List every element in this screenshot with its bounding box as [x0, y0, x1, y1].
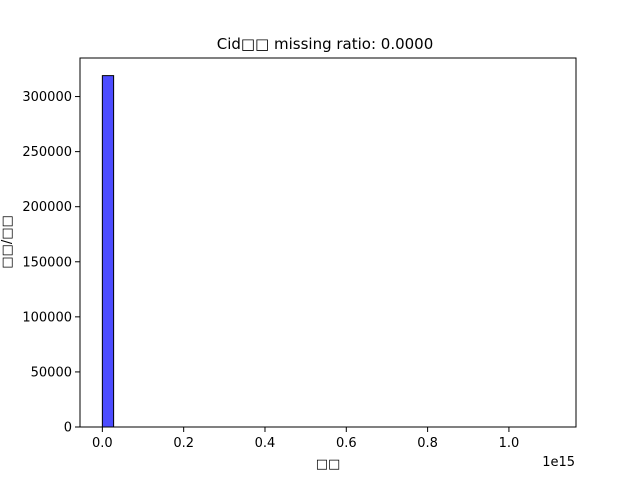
histogram-bar-0 — [101, 75, 115, 428]
x-axis-label: □□ — [316, 457, 341, 472]
x-tick-label: 0.2 — [173, 436, 194, 451]
x-tick-label: 0.0 — [92, 436, 113, 451]
y-tick-label: 200000 — [22, 200, 72, 215]
y-tick-label: 100000 — [22, 310, 72, 325]
plot-frame — [79, 57, 577, 428]
x-tick-label: 0.6 — [336, 436, 357, 451]
x-tick-label: 1.0 — [499, 436, 520, 451]
y-tick-label: 300000 — [22, 90, 72, 105]
y-axis-label: □□/□□ — [0, 215, 15, 269]
y-tick-label: 250000 — [22, 145, 72, 160]
y-tick-label: 150000 — [22, 255, 72, 270]
x-axis-offset-label: 1e15 — [542, 455, 575, 470]
x-tick-label: 0.4 — [255, 436, 276, 451]
y-tick-label: 0 — [64, 421, 72, 436]
x-axis-ticks: 0.0 0.2 0.4 0.6 0.8 1.0 — [92, 427, 519, 451]
y-axis-ticks: 0 50000 100000 150000 200000 250000 300000 — [22, 90, 80, 436]
y-tick-label: 50000 — [31, 365, 72, 380]
chart-title: Cid□□ missing ratio: 0.0000 — [217, 35, 434, 53]
x-tick-label: 0.8 — [417, 436, 438, 451]
plot-area — [101, 75, 115, 428]
